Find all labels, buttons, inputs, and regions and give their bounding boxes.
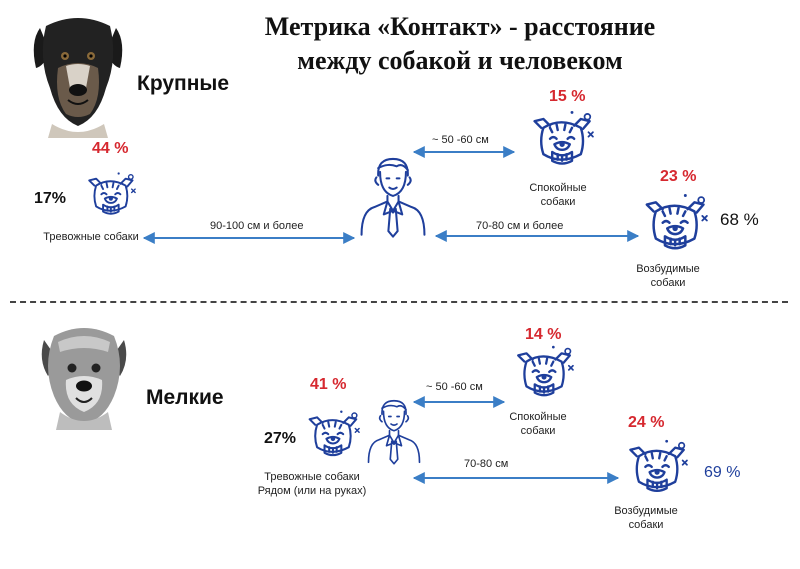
bulldog-face-icon bbox=[629, 438, 688, 493]
large-excitable-label-line2: собаки bbox=[650, 277, 686, 289]
small-calm-label: Спокойные собаки bbox=[498, 410, 578, 438]
section-divider bbox=[10, 301, 788, 303]
large-dogs-label: Крупные bbox=[137, 72, 230, 95]
small-excitable-label-line1: Возбудимые bbox=[614, 505, 678, 517]
terrier-portrait-icon bbox=[41, 328, 127, 430]
page-title: Метрика «Контакт» - расстояние между соб… bbox=[140, 10, 780, 78]
large-calm-label: Спокойные собаки bbox=[518, 181, 598, 209]
small-anxious-side-percent: 27% bbox=[264, 430, 297, 447]
title-line-2: между собакой и человеком bbox=[297, 46, 623, 75]
large-distance-anxious: 90-100 см и более bbox=[210, 220, 304, 232]
large-excitable-label-line1: Возбудимые bbox=[636, 263, 700, 275]
large-anxious-label: Тревожные собаки bbox=[43, 231, 139, 243]
small-calm-label-line2: собаки bbox=[520, 425, 556, 437]
small-distance-calm: ~ 50 -60 см bbox=[426, 381, 483, 393]
large-arrow-anxious bbox=[142, 232, 356, 244]
small-excitable-percent: 24 % bbox=[628, 414, 665, 431]
large-excitable-side-percent: 68 % bbox=[720, 210, 759, 229]
large-calm-percent: 15 % bbox=[549, 88, 586, 105]
small-dogs-label: Мелкие bbox=[146, 386, 224, 409]
large-excitable-percent: 23 % bbox=[660, 168, 697, 185]
small-anxious-percent: 41 % bbox=[310, 376, 347, 393]
large-anxious-side-percent: 17% bbox=[34, 190, 67, 207]
large-calm-label-line2: собаки bbox=[540, 196, 576, 208]
large-arrow-excitable bbox=[434, 230, 640, 242]
large-excitable-label: Возбудимые собаки bbox=[628, 262, 708, 290]
small-anxious-label-line1: Тревожные собаки bbox=[264, 471, 360, 483]
small-calm-label-line1: Спокойные bbox=[509, 411, 567, 423]
small-anxious-label: Тревожные собаки Рядом (или на руках) bbox=[250, 470, 374, 498]
small-excitable-label-line2: собаки bbox=[628, 519, 664, 531]
small-excitable-label: Возбудимые собаки bbox=[606, 504, 686, 532]
title-line-1: Метрика «Контакт» - расстояние bbox=[264, 12, 656, 41]
small-excitable-side-percent: 69 % bbox=[704, 464, 741, 481]
small-distance-excitable: 70-80 см bbox=[464, 458, 509, 470]
rottweiler-portrait-icon bbox=[33, 18, 123, 138]
small-calm-percent: 14 % bbox=[525, 326, 562, 343]
large-calm-label-line1: Спокойные bbox=[529, 182, 587, 194]
large-distance-calm: ~ 50 -60 см bbox=[432, 134, 489, 146]
large-arrow-calm bbox=[412, 146, 516, 158]
small-anxious-label-line2: Рядом (или на руках) bbox=[257, 485, 367, 497]
bulldog-face-icon bbox=[517, 344, 574, 397]
large-distance-excitable: 70-80 см и более bbox=[476, 220, 564, 232]
large-anxious-percent: 44 % bbox=[92, 140, 129, 157]
